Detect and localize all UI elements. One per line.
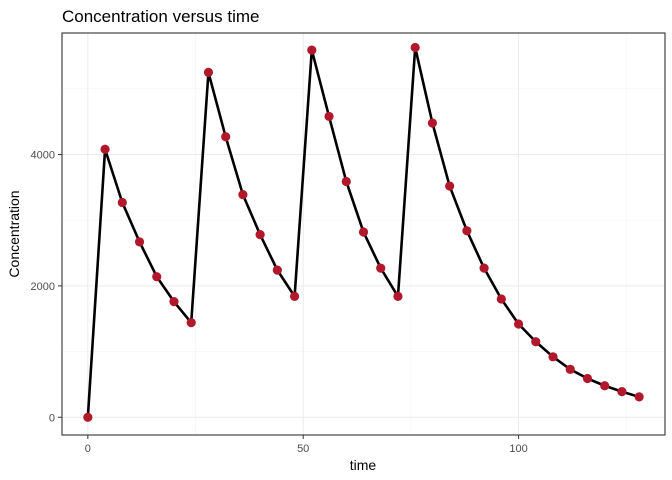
data-point — [186, 318, 196, 328]
plot-frame — [61, 32, 666, 436]
x-tick-label: 100 — [509, 443, 527, 455]
data-point — [169, 297, 179, 307]
data-point — [617, 387, 627, 397]
data-point — [134, 237, 145, 247]
data-point — [307, 45, 317, 55]
data-point — [479, 263, 489, 273]
data-point — [565, 364, 575, 374]
data-point — [531, 337, 541, 347]
data-point — [393, 291, 403, 302]
data-point — [513, 319, 524, 329]
data-point — [358, 227, 369, 237]
x-axis: 0 50 100 — [85, 435, 528, 455]
x-tick-label: 0 — [85, 443, 91, 455]
data-point — [341, 176, 351, 187]
y-tick-label: 2000 — [31, 281, 55, 293]
data-point — [462, 226, 472, 236]
data-point — [496, 294, 506, 304]
data-point — [376, 263, 386, 273]
chart-title: Concentration versus time — [62, 7, 259, 26]
data-point — [324, 111, 334, 122]
data-point — [221, 132, 231, 142]
y-axis-title: Concentration — [6, 190, 22, 277]
data-point — [203, 67, 214, 78]
data-point — [272, 265, 282, 275]
x-tick-label: 50 — [297, 443, 309, 455]
data-point — [83, 412, 93, 422]
data-point — [152, 272, 162, 282]
data-point — [238, 189, 248, 200]
y-axis: 0 2000 4000 — [31, 150, 62, 424]
data-point — [427, 118, 438, 128]
x-axis-title: time — [350, 457, 377, 473]
data-point — [582, 373, 593, 384]
data-point — [634, 392, 644, 402]
data-point — [600, 381, 610, 391]
y-tick-label: 0 — [49, 412, 55, 424]
data-point — [255, 230, 265, 240]
data-point — [445, 181, 455, 191]
data-point — [289, 291, 300, 302]
y-tick-label: 4000 — [31, 150, 55, 162]
data-point — [548, 352, 558, 362]
data-point — [117, 197, 127, 208]
data-point — [100, 144, 110, 154]
data-points — [83, 42, 644, 422]
data-point — [410, 42, 420, 53]
